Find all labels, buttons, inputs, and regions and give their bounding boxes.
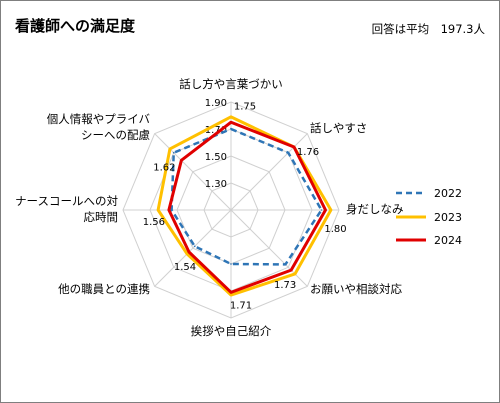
series-2023-point-7 (169, 148, 171, 150)
r-tick-label-1: 1.50 (205, 152, 227, 163)
series-2024-point-2 (324, 209, 327, 211)
data-label-5: 1.54 (174, 262, 196, 273)
series-2022-point-2 (320, 209, 323, 211)
series-2022-point-7 (172, 151, 175, 154)
series-2023-point-4 (230, 294, 232, 296)
legend-label-2024: 2024 (434, 234, 462, 247)
chart-title: 看護師への満足度 (15, 17, 136, 35)
data-label-0: 1.75 (234, 101, 256, 112)
series-2022-line (170, 127, 323, 266)
series-2024-point-0 (230, 121, 232, 124)
axis-label-1: 話しやすさ (310, 121, 367, 135)
series-2024-point-3 (290, 269, 292, 271)
series-2022-point-5 (193, 245, 196, 248)
data-label-6: 1.56 (143, 217, 165, 228)
series-2024-point-7 (180, 159, 183, 162)
r-tick-label-2: 1.70 (205, 125, 227, 136)
series-2022-point-0 (230, 128, 232, 130)
r-tick-label-3: 1.90 (205, 98, 227, 109)
respondent-note: 回答は平均 197.3人 (371, 22, 485, 36)
axis-label-3: お願いや相談対応 (310, 282, 402, 296)
axis-label-2: 身だしなみ (346, 202, 404, 216)
axis-label-7-line-1: シーへの配慮 (81, 128, 150, 142)
series-2023-point-2 (330, 209, 332, 211)
data-label-1: 1.76 (297, 147, 319, 158)
axis-label-4: 挨拶や自己紹介 (191, 324, 272, 338)
series-2022-point-4 (230, 263, 232, 265)
series-2023-point-3 (294, 273, 296, 275)
series-2022-point-1 (287, 151, 290, 154)
legend-label-2022: 2022 (434, 187, 462, 200)
r-tick-label-0: 1.30 (205, 179, 227, 190)
axis-label-6-line-1: 応時間 (84, 210, 119, 224)
axis-label-0: 話し方や言葉づかい (179, 77, 283, 91)
spoke-7 (154, 133, 232, 211)
legend-label-2023: 2023 (434, 211, 462, 224)
series-2024-point-1 (293, 146, 295, 148)
series-2024-point-4 (230, 291, 232, 294)
series-2023-point-5 (186, 253, 188, 255)
data-label-7: 1.62 (153, 162, 175, 173)
axis-label-6-line-0: ナースコールへの対 (15, 194, 118, 208)
axis-label-7-line-0: 個人情報やプライバ (47, 112, 151, 126)
spoke-5 (154, 209, 232, 287)
series-2022-point-3 (284, 263, 287, 266)
data-label-4: 1.71 (230, 300, 252, 311)
series-2023-point-0 (230, 116, 232, 118)
axis-label-5: 他の職員との連携 (58, 282, 150, 296)
data-label-3: 1.73 (274, 280, 296, 291)
data-label-2: 1.80 (324, 224, 346, 235)
series-2022-point-6 (170, 209, 173, 211)
series-2023-point-6 (157, 209, 159, 211)
series-2024-point-6 (168, 209, 170, 211)
series-2024-point-5 (188, 251, 190, 253)
